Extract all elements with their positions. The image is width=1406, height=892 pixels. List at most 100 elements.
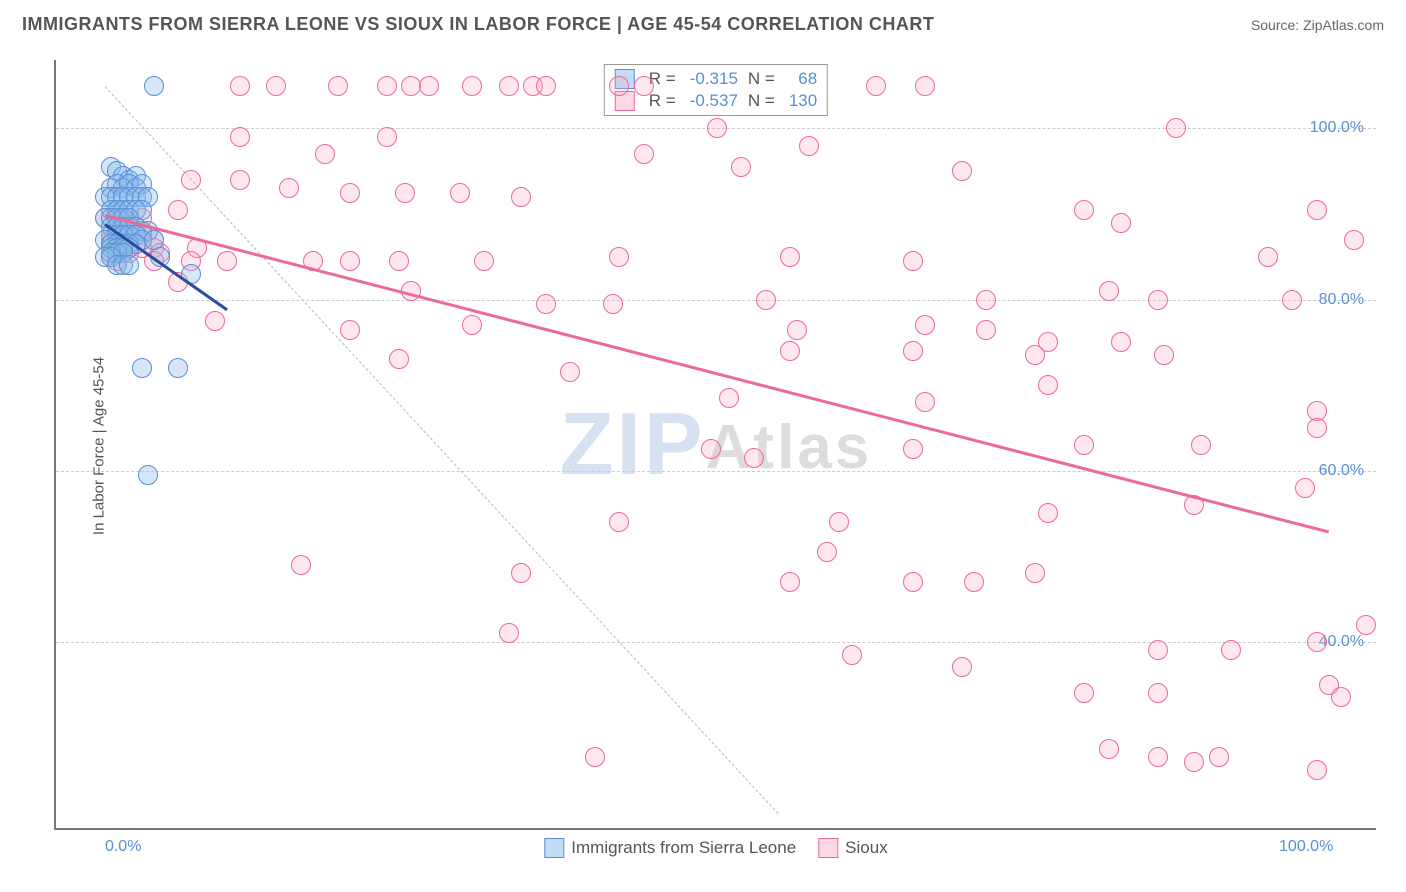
scatter-point-pink bbox=[731, 157, 751, 177]
scatter-point-pink bbox=[389, 251, 409, 271]
scatter-point-pink bbox=[1307, 200, 1327, 220]
scatter-point-pink bbox=[1307, 632, 1327, 652]
legend-swatch-blue bbox=[544, 838, 564, 858]
scatter-point-pink bbox=[1148, 290, 1168, 310]
scatter-point-pink bbox=[1148, 683, 1168, 703]
legend-item-pink: Sioux bbox=[818, 838, 888, 858]
scatter-point-pink bbox=[1331, 687, 1351, 707]
scatter-point-pink bbox=[1148, 747, 1168, 767]
scatter-point-pink bbox=[168, 200, 188, 220]
scatter-point-pink bbox=[634, 76, 654, 96]
scatter-point-pink bbox=[756, 290, 776, 310]
scatter-point-pink bbox=[780, 572, 800, 592]
scatter-point-pink bbox=[340, 320, 360, 340]
scatter-point-pink bbox=[1307, 760, 1327, 780]
scatter-point-pink bbox=[976, 290, 996, 310]
scatter-point-pink bbox=[976, 320, 996, 340]
scatter-point-pink bbox=[915, 76, 935, 96]
source-attribution: Source: ZipAtlas.com bbox=[1251, 17, 1384, 33]
scatter-point-pink bbox=[842, 645, 862, 665]
scatter-point-pink bbox=[817, 542, 837, 562]
scatter-point-pink bbox=[780, 341, 800, 361]
y-tick-label: 60.0% bbox=[1319, 462, 1364, 480]
scatter-point-pink bbox=[787, 320, 807, 340]
scatter-point-pink bbox=[603, 294, 623, 314]
scatter-point-pink bbox=[609, 247, 629, 267]
scatter-point-pink bbox=[328, 76, 348, 96]
scatter-point-pink bbox=[719, 388, 739, 408]
scatter-point-pink bbox=[1295, 478, 1315, 498]
watermark-zip: ZIP bbox=[560, 394, 706, 493]
scatter-point-pink bbox=[1074, 683, 1094, 703]
grid-line bbox=[56, 471, 1376, 472]
scatter-point-pink bbox=[536, 76, 556, 96]
scatter-point-pink bbox=[829, 512, 849, 532]
scatter-point-blue bbox=[168, 358, 188, 378]
scatter-point-pink bbox=[1074, 200, 1094, 220]
scatter-point-pink bbox=[1191, 435, 1211, 455]
scatter-point-pink bbox=[866, 76, 886, 96]
scatter-point-pink bbox=[952, 657, 972, 677]
scatter-plot-area: ZIPAtlas R = -0.315 N = 68 R = -0.537 N … bbox=[54, 60, 1376, 830]
scatter-point-pink bbox=[340, 251, 360, 271]
scatter-point-pink bbox=[511, 563, 531, 583]
legend-n-pink: 130 bbox=[785, 91, 817, 111]
scatter-point-pink bbox=[1356, 615, 1376, 635]
scatter-point-pink bbox=[903, 341, 923, 361]
scatter-point-pink bbox=[511, 187, 531, 207]
scatter-point-pink bbox=[1038, 332, 1058, 352]
scatter-point-pink bbox=[707, 118, 727, 138]
source-label: Source: bbox=[1251, 17, 1303, 33]
scatter-point-pink bbox=[279, 178, 299, 198]
scatter-point-pink bbox=[1209, 747, 1229, 767]
scatter-point-pink bbox=[450, 183, 470, 203]
trend-line-pink bbox=[105, 214, 1330, 533]
scatter-point-pink bbox=[474, 251, 494, 271]
scatter-point-pink bbox=[389, 349, 409, 369]
scatter-point-pink bbox=[1258, 247, 1278, 267]
reference-diagonal bbox=[105, 86, 779, 814]
scatter-point-pink bbox=[1148, 640, 1168, 660]
scatter-point-pink bbox=[609, 76, 629, 96]
scatter-point-pink bbox=[1307, 418, 1327, 438]
scatter-point-pink bbox=[462, 76, 482, 96]
scatter-point-pink bbox=[266, 76, 286, 96]
scatter-point-pink bbox=[952, 161, 972, 181]
scatter-point-pink bbox=[1344, 230, 1364, 250]
scatter-point-blue bbox=[119, 255, 139, 275]
series-legend: Immigrants from Sierra Leone Sioux bbox=[544, 838, 887, 858]
scatter-point-pink bbox=[1166, 118, 1186, 138]
scatter-point-pink bbox=[230, 127, 250, 147]
scatter-point-pink bbox=[499, 623, 519, 643]
scatter-point-pink bbox=[1221, 640, 1241, 660]
scatter-point-pink bbox=[1074, 435, 1094, 455]
scatter-point-pink bbox=[217, 251, 237, 271]
source-link[interactable]: ZipAtlas.com bbox=[1303, 17, 1384, 33]
scatter-point-pink bbox=[230, 170, 250, 190]
scatter-point-pink bbox=[1111, 213, 1131, 233]
scatter-point-pink bbox=[701, 439, 721, 459]
scatter-point-pink bbox=[315, 144, 335, 164]
scatter-point-pink bbox=[744, 448, 764, 468]
chart-title: IMMIGRANTS FROM SIERRA LEONE VS SIOUX IN… bbox=[22, 14, 934, 35]
y-tick-label: 80.0% bbox=[1319, 291, 1364, 309]
legend-swatch-pink bbox=[818, 838, 838, 858]
scatter-point-blue bbox=[132, 358, 152, 378]
scatter-point-pink bbox=[1282, 290, 1302, 310]
scatter-point-pink bbox=[340, 183, 360, 203]
legend-n-label: N = bbox=[748, 91, 775, 111]
scatter-point-pink bbox=[377, 76, 397, 96]
grid-line bbox=[56, 300, 1376, 301]
scatter-point-pink bbox=[1038, 375, 1058, 395]
scatter-point-pink bbox=[291, 555, 311, 575]
legend-n-label: N = bbox=[748, 69, 775, 89]
scatter-point-pink bbox=[419, 76, 439, 96]
scatter-point-pink bbox=[205, 311, 225, 331]
scatter-point-pink bbox=[1038, 503, 1058, 523]
legend-n-blue: 68 bbox=[785, 69, 817, 89]
scatter-point-pink bbox=[499, 76, 519, 96]
scatter-point-pink bbox=[1099, 739, 1119, 759]
legend-r-blue: -0.315 bbox=[686, 69, 738, 89]
x-tick-label: 0.0% bbox=[105, 838, 141, 856]
scatter-point-blue bbox=[138, 465, 158, 485]
